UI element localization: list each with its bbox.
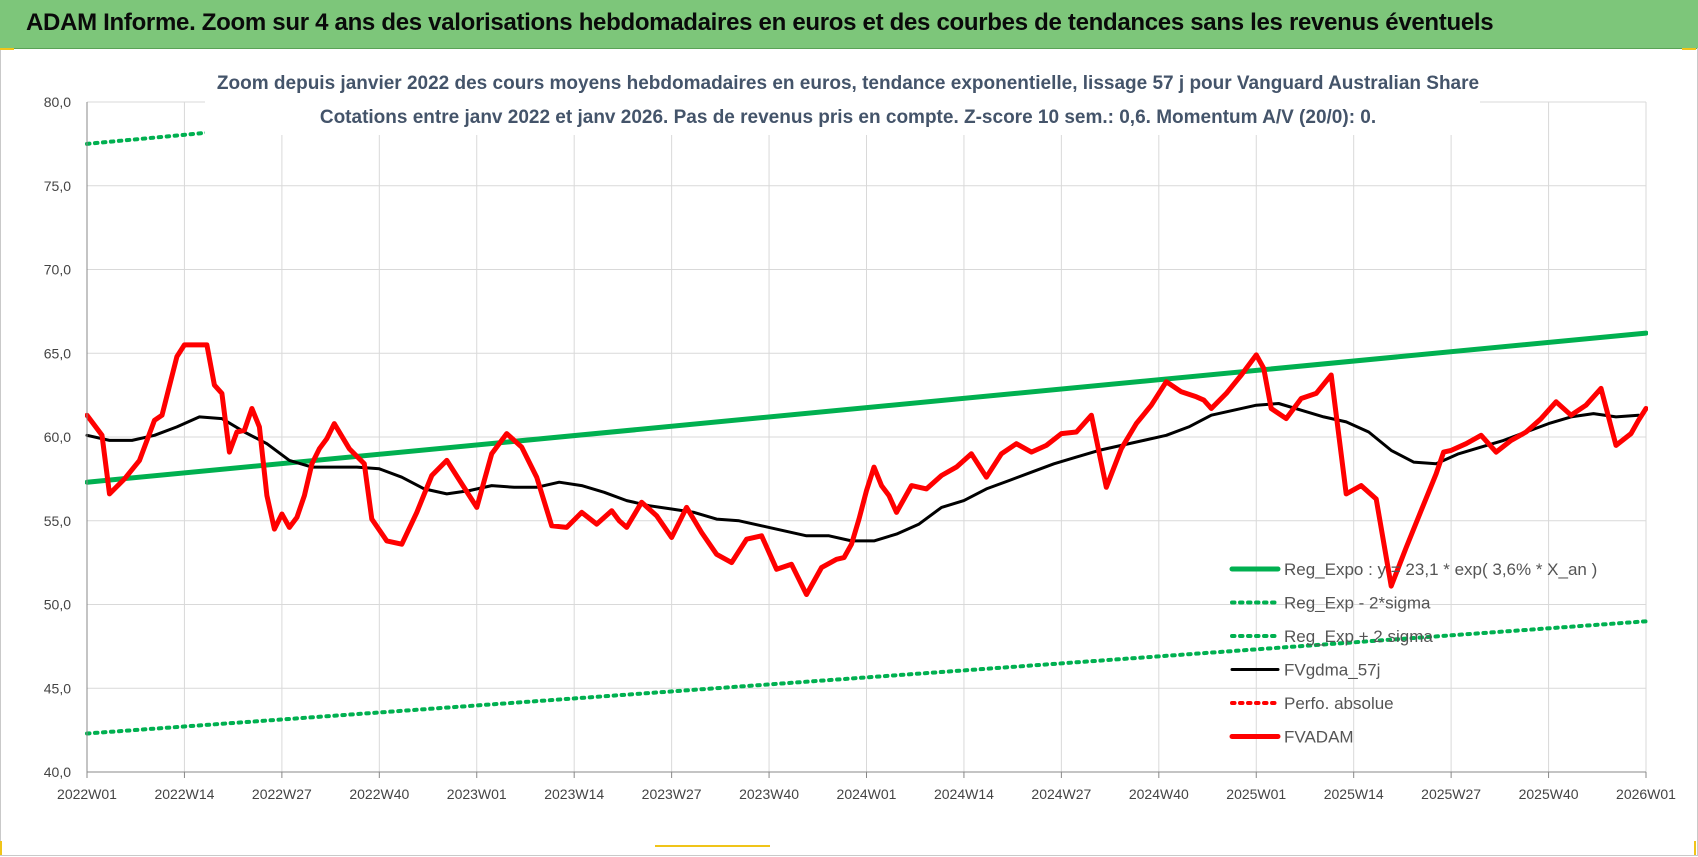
- x-tick-label: 2022W01: [57, 786, 117, 802]
- y-tick-label: 55,0: [44, 513, 71, 529]
- legend-label-1: Reg_Exp - 2*sigma: [1284, 594, 1431, 613]
- chart-legend: Reg_Expo : y = 23,1 * exp( 3,6% * X_an )…: [1229, 560, 1597, 747]
- x-tick-label: 2025W01: [1226, 786, 1286, 802]
- y-tick-label: 60,0: [44, 429, 71, 445]
- x-tick-label: 2026W01: [1616, 786, 1676, 802]
- banner: ADAM Informe. Zoom sur 4 ans des valoris…: [0, 0, 1698, 49]
- legend-label-3: FVgdma_57j: [1284, 661, 1380, 680]
- chart-grid: [87, 101, 1647, 772]
- y-tick-label: 70,0: [44, 262, 71, 278]
- y-tick-label: 50,0: [44, 597, 71, 613]
- x-tick-label: 2025W40: [1519, 786, 1579, 802]
- chart-title: Zoom depuis janvier 2022 des cours moyen…: [217, 73, 1479, 94]
- x-tick-label: 2023W14: [544, 786, 604, 802]
- y-tick-label: 80,0: [44, 94, 71, 110]
- x-tick-label: 2022W40: [349, 786, 409, 802]
- x-tick-label: 2024W14: [934, 786, 994, 802]
- chart-axes: 40,0 45,0 50,0 55,0 60,0 65,0 70,0 75,0 80,0 2022…: [44, 94, 1676, 802]
- x-tick-label: 2024W27: [1031, 786, 1091, 802]
- y-tick-label: 40,0: [44, 764, 71, 780]
- series-line-5: [85, 342, 1648, 597]
- x-tick-label: 2024W40: [1129, 786, 1189, 802]
- legend-label-4: Perfo. absolue: [1284, 694, 1394, 713]
- x-tick-label: 2022W14: [154, 786, 214, 802]
- series-line-3: [85, 402, 1640, 543]
- chart-title-block: Zoom depuis janvier 2022 des cours moyen…: [205, 63, 1480, 135]
- legend-label-2: Reg_Exp + 2 sigma: [1284, 627, 1433, 646]
- title-background: [205, 63, 1480, 135]
- corner-marker-bottom-right: [1694, 841, 1696, 855]
- x-tick-label: 2025W27: [1421, 786, 1481, 802]
- x-tick-label: 2022W27: [252, 786, 312, 802]
- x-tick-label: 2023W40: [739, 786, 799, 802]
- chart-series: [85, 100, 1648, 736]
- legend-label-5: FVADAM: [1284, 728, 1354, 747]
- x-tick-label: 2023W27: [642, 786, 702, 802]
- corner-marker-bottom-center: [655, 845, 770, 847]
- y-tick-label: 45,0: [44, 680, 71, 696]
- legend-label-0: Reg_Expo : y = 23,1 * exp( 3,6% * X_an ): [1284, 560, 1597, 579]
- corner-marker-top-right: [1682, 48, 1696, 50]
- y-tick-label: 65,0: [44, 345, 71, 361]
- chart-subtitle: Cotations entre janv 2022 et janv 2026. …: [320, 107, 1376, 128]
- corner-marker-bottom-left: [0, 841, 2, 855]
- x-tick-label: 2023W01: [447, 786, 507, 802]
- y-tick-label: 75,0: [44, 178, 71, 194]
- banner-title: ADAM Informe. Zoom sur 4 ans des valoris…: [26, 9, 1494, 36]
- series-line-1: [85, 619, 1648, 736]
- x-tick-label: 2025W14: [1324, 786, 1384, 802]
- corner-marker-top-left: [0, 48, 14, 50]
- x-tick-label: 2024W01: [837, 786, 897, 802]
- series-line-0: [85, 330, 1648, 485]
